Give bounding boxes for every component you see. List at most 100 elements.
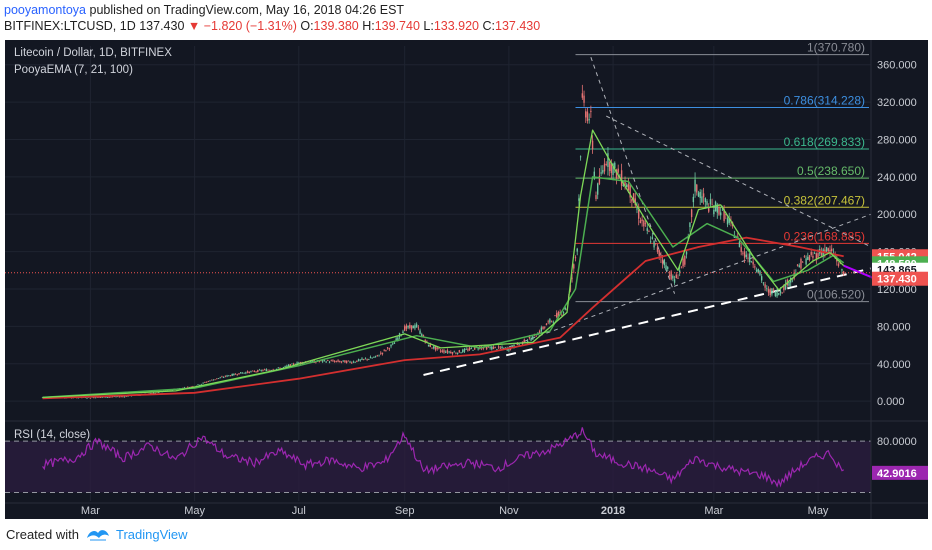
candle-body <box>292 363 295 365</box>
candle-body <box>738 241 741 248</box>
author-link[interactable]: pooyamontoya <box>4 3 87 17</box>
candle-body <box>759 270 761 275</box>
candle-body <box>689 222 691 228</box>
candle-body <box>446 350 449 353</box>
candle-body <box>540 327 543 332</box>
candle-body <box>812 255 814 258</box>
candle-body <box>120 396 122 398</box>
chart-background <box>5 40 928 519</box>
candle-body <box>122 396 124 398</box>
y-tick-label: 80.000 <box>877 321 911 333</box>
candle-body <box>588 119 590 121</box>
time-axis[interactable]: Mar May Jul Sep Nov 2018 Mar May <box>5 502 928 517</box>
candle-body <box>443 350 445 353</box>
candle-body <box>742 252 744 254</box>
candle-body <box>487 346 490 348</box>
candle-body <box>231 373 233 376</box>
rsi-band <box>5 441 871 493</box>
candle-body <box>697 192 700 197</box>
candle-body <box>813 252 816 254</box>
candle-body <box>110 396 112 398</box>
candle-body <box>385 350 387 351</box>
candle-body <box>603 163 606 172</box>
candle-body <box>77 397 80 399</box>
candle-body <box>287 364 290 367</box>
candle-body <box>562 312 565 313</box>
candle-body <box>465 348 467 350</box>
candle-body <box>665 265 667 271</box>
candle-body <box>275 368 278 370</box>
candle-body <box>617 168 619 173</box>
candle-body <box>578 198 580 201</box>
candle-body <box>335 360 338 362</box>
candle-body <box>436 347 438 350</box>
candle-body <box>190 386 192 388</box>
candle-body <box>299 362 302 364</box>
candle-body <box>672 275 674 279</box>
candle-body <box>361 358 363 360</box>
candle-body <box>766 288 768 290</box>
candle-body <box>243 372 245 374</box>
candle-body <box>538 330 541 334</box>
candle-body <box>364 358 367 360</box>
fibonacci-retracement[interactable]: 1(370.780) 0.786(314.228) 0.618(269.833) 0.… <box>575 41 869 303</box>
candle-body <box>226 375 228 377</box>
candle-body <box>827 248 829 251</box>
candle-body <box>96 396 98 398</box>
candle-body <box>311 360 314 362</box>
candle-body <box>474 346 476 350</box>
rsi-tick-label: 80.0000 <box>877 436 917 448</box>
candle-body <box>241 372 244 374</box>
candle-body <box>629 184 631 198</box>
candle-body <box>356 360 358 362</box>
candle-body <box>605 164 607 165</box>
chart-canvas[interactable]: 1(370.780) 0.786(314.228) 0.618(269.833) 0.… <box>5 40 928 519</box>
candle-body <box>412 325 414 329</box>
x-tick-label: Sep <box>395 505 415 517</box>
candle-body <box>583 95 585 103</box>
chart-header: pooyamontoya published on TradingView.co… <box>0 0 932 36</box>
candle-body <box>615 169 618 179</box>
fib-level-label: 0.382(207.467) <box>784 193 865 207</box>
candle-body <box>260 370 262 371</box>
candle-body <box>523 339 525 344</box>
candle-body <box>544 326 546 328</box>
candle-body <box>337 360 339 362</box>
candle-body <box>255 371 257 373</box>
candle-body <box>108 396 110 398</box>
candle-body <box>373 357 375 358</box>
candle-body <box>608 162 611 171</box>
candle-body <box>620 170 623 186</box>
candle-body <box>793 272 795 279</box>
candle-body <box>557 312 560 318</box>
ema-100-line <box>42 236 844 400</box>
candle-body <box>472 350 474 351</box>
tradingview-brand[interactable]: TradingView <box>116 527 188 542</box>
candle-body <box>590 110 592 112</box>
candle-body <box>740 247 742 252</box>
tradingview-logo-icon[interactable] <box>86 525 110 543</box>
candle-body <box>808 255 811 261</box>
y-tick-label: 0.000 <box>877 396 905 408</box>
price-chart-svg[interactable]: 1(370.780) 0.786(314.228) 0.618(269.833) 0.… <box>5 40 928 519</box>
ema-lines <box>5 129 874 400</box>
candle-body <box>262 370 264 371</box>
candle-body <box>366 358 368 360</box>
low-label: L: <box>423 19 434 33</box>
candle-body <box>702 193 705 198</box>
candle-body <box>263 369 266 371</box>
ema-21-line <box>42 176 845 399</box>
candle-body <box>197 384 199 386</box>
candle-body <box>784 283 787 290</box>
rsi-badge-label: 42.9016 <box>877 468 917 480</box>
candle-body <box>419 330 421 334</box>
candle-body <box>622 184 625 186</box>
candle-body <box>310 360 312 363</box>
candle-body <box>597 183 599 195</box>
candle-body <box>89 397 92 399</box>
candle-body <box>460 352 462 354</box>
candle-body <box>754 266 756 268</box>
candle-body <box>762 282 765 284</box>
candle-body <box>359 359 361 361</box>
